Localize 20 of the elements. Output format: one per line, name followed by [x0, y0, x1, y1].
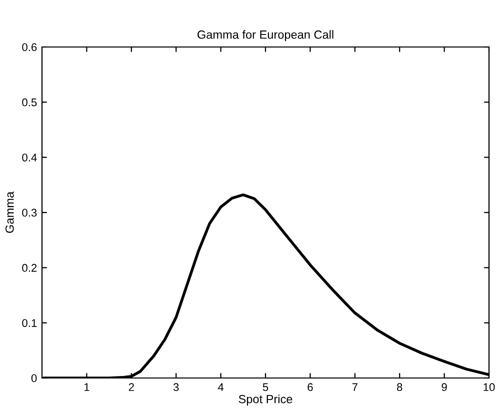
x-tick-label: 9 [442, 383, 447, 392]
x-tick-label: 2 [128, 383, 134, 391]
x-tick-label: 7 [352, 383, 358, 391]
y-tick-label: 0.3 [22, 208, 37, 217]
x-tick-label: 8 [396, 383, 402, 392]
chart-title: Gamma for European Call [198, 30, 334, 42]
x-axis-title: Spot Price [238, 394, 292, 406]
y-tick-label: 0.1 [22, 319, 37, 327]
x-tick-label: 6 [308, 383, 313, 392]
x-tick-label: 3 [173, 383, 179, 392]
x-tick-label: 1 [84, 383, 90, 391]
x-tick-label: 10 [484, 383, 495, 392]
y-tick-label: 0 [31, 374, 37, 382]
y-tick-label: 0.4 [22, 154, 37, 162]
y-tick-label: 0.6 [22, 43, 37, 52]
y-tick-label: 0.5 [22, 98, 37, 106]
x-tick-label: 4 [218, 383, 224, 391]
x-tick-label: 5 [262, 383, 268, 392]
y-axis-title: Gamma [5, 192, 14, 233]
y-tick-label: 0.2 [22, 264, 37, 272]
